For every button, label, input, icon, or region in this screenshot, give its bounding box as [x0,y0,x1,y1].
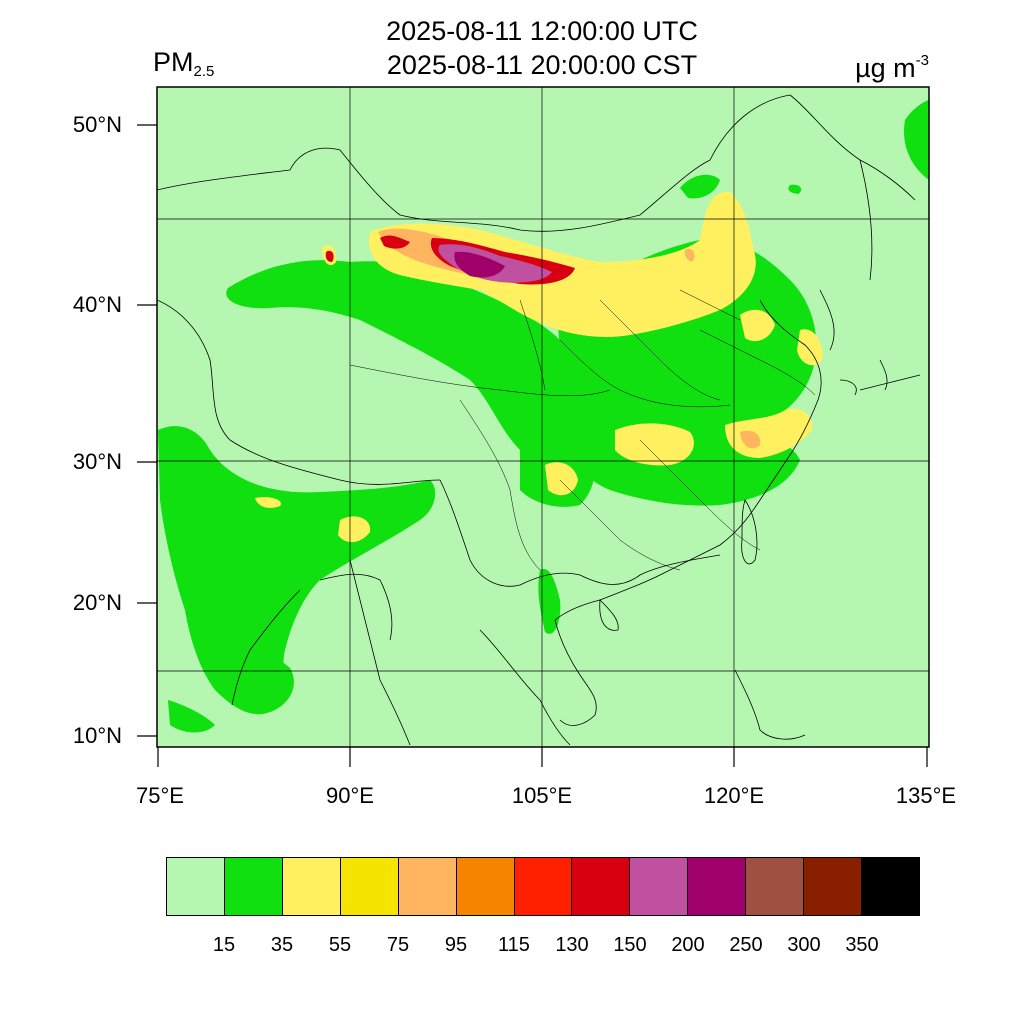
lat-label-20n: 20°N [72,590,122,615]
colorbar-swatch [688,858,747,915]
units-exponent: -3 [915,52,929,69]
concentration-fields [157,94,929,746]
colorbar-swatch [282,858,341,915]
lon-ticks [157,747,928,767]
lon-label-75e: 75°E [136,783,184,808]
colorbar-swatch [572,858,631,915]
colorbar-label: 350 [845,934,879,956]
colorbar-swatch [514,858,573,915]
variable-name: PM [153,47,194,77]
colorbar-label: 35 [270,934,294,956]
colorbar-swatch [862,858,919,915]
country-borders [157,94,916,746]
colorbar-label: 55 [328,934,352,956]
colorbar-label: 300 [787,934,821,956]
lat-label-10n: 10°N [72,723,122,748]
colorbar-label: 150 [613,934,647,956]
colorbar-label: 250 [729,934,763,956]
lat-label-40n: 40°N [72,292,122,317]
colorbar-swatch [398,858,457,915]
map-frame [156,86,930,748]
colorbar [166,857,920,916]
lon-label-120e: 120°E [703,783,765,808]
lon-label-135e: 135°E [895,783,957,808]
province-borders [349,289,816,571]
colorbar-swatch [456,858,515,915]
variable-subscript: 2.5 [193,63,215,80]
colorbar-label: 15 [212,934,236,956]
colorbar-swatch [804,858,863,915]
colorbar-swatch [167,858,225,915]
extreme-concentration-areas [454,251,505,278]
graticule [157,87,929,747]
title-local-time: 2025-08-11 20:00:00 CST [386,50,698,80]
title-utc-time: 2025-08-11 12:00:00 UTC [386,16,698,46]
units-label: µg m-3 [855,46,929,83]
units-text: µg m [855,53,916,83]
lon-label-90e: 90°E [326,783,374,808]
lon-label-105e: 105°E [511,783,573,808]
colorbar-label: 75 [386,934,410,956]
colorbar-swatch [630,858,689,915]
lat-label-30n: 30°N [72,449,122,474]
lat-label-50n: 50°N [72,112,122,137]
colorbar-swatch [224,858,283,915]
colorbar-label: 115 [498,934,530,956]
variable-label: PM2.5 [153,47,214,87]
coastlines [231,299,921,740]
colorbar-swatch [340,858,399,915]
lat-ticks [137,124,157,737]
colorbar-label: 200 [671,934,705,956]
colorbar-label: 130 [555,934,589,956]
colorbar-label: 95 [444,934,468,956]
colorbar-swatch [746,858,805,915]
